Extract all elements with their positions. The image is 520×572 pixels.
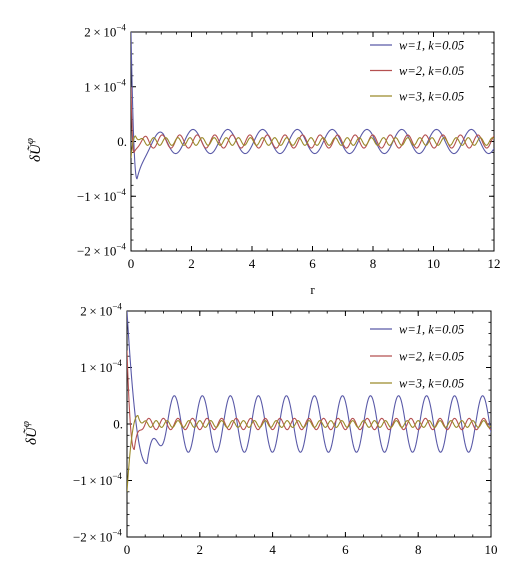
x-axis-title: r bbox=[310, 282, 315, 297]
y-axis-title: δŨφ bbox=[24, 138, 44, 162]
series-line-w3 bbox=[131, 135, 494, 158]
x-tick-label: 2 bbox=[197, 542, 204, 557]
x-tick-label: 2 bbox=[188, 256, 195, 271]
x-tick-label: 0 bbox=[124, 542, 131, 557]
x-tick-label: 6 bbox=[309, 256, 316, 271]
x-tick-label: 0 bbox=[128, 256, 135, 271]
x-tick-label: 12 bbox=[488, 256, 501, 271]
x-tick-label: 4 bbox=[269, 542, 276, 557]
y-tick-label: −1 × 10−4 bbox=[73, 471, 123, 488]
legend-label-w3: w=3, k=0.05 bbox=[399, 90, 464, 104]
y-axis-title: δŨφ bbox=[20, 421, 40, 445]
y-tick-label: −2 × 10−4 bbox=[77, 242, 127, 259]
x-tick-label: 6 bbox=[342, 542, 349, 557]
y-tick-label: 0. bbox=[113, 417, 123, 432]
y-tick-label: 2 × 10−4 bbox=[80, 302, 123, 319]
y-tick-label: −1 × 10−4 bbox=[77, 187, 127, 204]
y-tick-label: 0. bbox=[117, 134, 127, 149]
legend-label-w1: w=1, k=0.05 bbox=[399, 323, 464, 337]
panel-top: 0 2 4 6 8 10 12 2 × 10−4 1 × 10−4 0. −1 × 10−4 −… bbox=[24, 23, 501, 298]
series-line-w2 bbox=[127, 350, 491, 451]
series-line-w1 bbox=[127, 311, 491, 465]
legend-label-w2: w=2, k=0.05 bbox=[399, 64, 464, 78]
y-tick-label: 1 × 10−4 bbox=[80, 358, 123, 375]
series-line-w2 bbox=[131, 86, 494, 154]
y-tick-label: 2 × 10−4 bbox=[84, 23, 127, 40]
x-tick-label: 10 bbox=[485, 542, 498, 557]
x-tick-label: 10 bbox=[427, 256, 440, 271]
series-line-w3 bbox=[127, 414, 491, 492]
legend-label-w3: w=3, k=0.05 bbox=[399, 377, 464, 391]
x-tick-label: 4 bbox=[249, 256, 256, 271]
legend-label-w2: w=2, k=0.05 bbox=[399, 350, 464, 364]
series-line-w1 bbox=[131, 32, 494, 180]
legend-label-w1: w=1, k=0.05 bbox=[399, 39, 464, 53]
panel-bottom: 0 2 4 6 8 10 2 × 10−4 1 × 10−4 0. −1 × 10−4 −2 … bbox=[20, 302, 498, 558]
x-tick-label: 8 bbox=[370, 256, 377, 271]
y-tick-label: 1 × 10−4 bbox=[84, 77, 127, 94]
x-tick-label: 8 bbox=[415, 542, 422, 557]
y-tick-label: −2 × 10−4 bbox=[73, 528, 123, 545]
